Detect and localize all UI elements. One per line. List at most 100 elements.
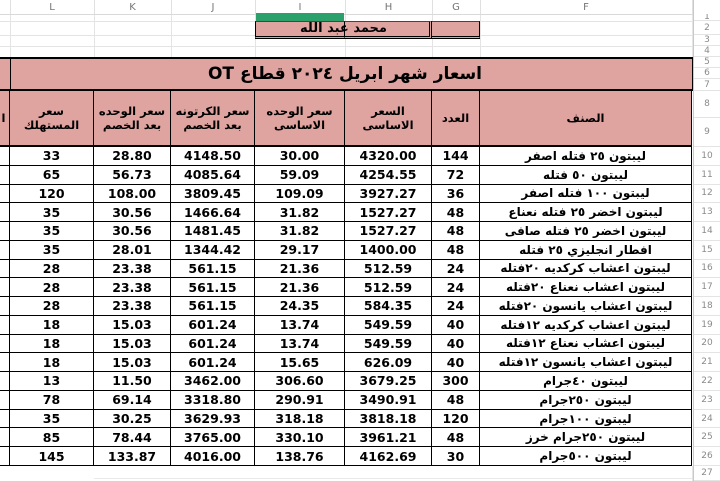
- cell-K19[interactable]: 15.03: [94, 315, 171, 335]
- cell-I17[interactable]: 21.36: [255, 278, 345, 298]
- cell-H23[interactable]: 3490.91: [345, 390, 432, 410]
- cell-L26[interactable]: 145: [10, 447, 94, 466]
- row-number-22[interactable]: 22: [694, 372, 720, 391]
- cell-I18[interactable]: 24.35: [255, 297, 345, 316]
- cell-K12[interactable]: 108.00: [94, 184, 171, 204]
- column-header-H[interactable]: H: [384, 1, 393, 13]
- cell-G15[interactable]: 48: [432, 240, 480, 260]
- cell-M24[interactable]: [0, 409, 10, 429]
- row-number-18[interactable]: 18: [694, 297, 720, 316]
- cell-F21[interactable]: ليبتون اعشاب يانسون ١٢فتله: [480, 353, 692, 373]
- row-number-5[interactable]: 5: [694, 57, 720, 68]
- cell-F17[interactable]: ليبتون اعشاب نعناع ٢٠فتله: [480, 278, 692, 298]
- cell-J16[interactable]: 561.15: [171, 259, 255, 279]
- cell-I22[interactable]: 306.60: [255, 372, 345, 391]
- row-number-4[interactable]: 4: [694, 46, 720, 57]
- header-base-unit-price[interactable]: سعر الوحده الاساسى: [255, 91, 345, 147]
- header-unit-price-after-discount[interactable]: سعر الوحده بعد الخصم: [94, 91, 171, 147]
- column-header-I[interactable]: I: [298, 1, 302, 13]
- cell-I13[interactable]: 31.82: [255, 203, 345, 223]
- cell-J10[interactable]: 4148.50: [171, 147, 255, 166]
- cell-F26[interactable]: ليبتون ٥٠٠جرام: [480, 447, 692, 466]
- cell-I25[interactable]: 330.10: [255, 428, 345, 448]
- cell-I10[interactable]: 30.00: [255, 147, 345, 166]
- cell-M25[interactable]: [0, 428, 10, 448]
- column-header-K[interactable]: K: [129, 1, 136, 13]
- cell-M14[interactable]: [0, 222, 10, 241]
- cell-F14[interactable]: ليبتون اخضر ٢٥ فتله صافى: [480, 222, 692, 241]
- column-header-G[interactable]: G: [452, 1, 460, 13]
- cell-J25[interactable]: 3765.00: [171, 428, 255, 448]
- header-consumer-price[interactable]: سعر المستهلك: [10, 91, 94, 147]
- cell-F25[interactable]: ليبتون ٢٥٠جرام خرز: [480, 428, 692, 448]
- cell-L17[interactable]: 28: [10, 278, 94, 298]
- cell-G13[interactable]: 48: [432, 203, 480, 223]
- cell-M15[interactable]: [0, 240, 10, 260]
- cell-M26[interactable]: [0, 447, 10, 466]
- cell-L11[interactable]: 65: [10, 165, 94, 185]
- row-number-11[interactable]: 11: [694, 166, 720, 185]
- cell-L24[interactable]: 35: [10, 409, 94, 429]
- cell-H16[interactable]: 512.59: [345, 259, 432, 279]
- cell-M13[interactable]: [0, 203, 10, 223]
- cell-I19[interactable]: 13.74: [255, 315, 345, 335]
- cell-I26[interactable]: 138.76: [255, 447, 345, 466]
- cell-G17[interactable]: 24: [432, 278, 480, 298]
- cell-H17[interactable]: 512.59: [345, 278, 432, 298]
- cell-K13[interactable]: 30.56: [94, 203, 171, 223]
- cell-J24[interactable]: 3629.93: [171, 409, 255, 429]
- cell-M21[interactable]: [0, 353, 10, 373]
- cell-J13[interactable]: 1466.64: [171, 203, 255, 223]
- cell-J22[interactable]: 3462.00: [171, 372, 255, 391]
- cell-G25[interactable]: 48: [432, 428, 480, 448]
- row-number-13[interactable]: 13: [694, 203, 720, 223]
- row-number-6[interactable]: 6: [694, 68, 720, 79]
- cell-K14[interactable]: 30.56: [94, 222, 171, 241]
- cell-G23[interactable]: 48: [432, 390, 480, 410]
- cell-J11[interactable]: 4085.64: [171, 165, 255, 185]
- cell-L14[interactable]: 35: [10, 222, 94, 241]
- cell-G14[interactable]: 48: [432, 222, 480, 241]
- cell-H21[interactable]: 626.09: [345, 353, 432, 373]
- header-clipped-column[interactable]: ا: [0, 91, 10, 147]
- cell-H20[interactable]: 549.59: [345, 334, 432, 354]
- cell-K15[interactable]: 28.01: [94, 240, 171, 260]
- row-number-24[interactable]: 24: [694, 410, 720, 429]
- cell-G11[interactable]: 72: [432, 165, 480, 185]
- cell-K18[interactable]: 23.38: [94, 297, 171, 316]
- cell-H22[interactable]: 3679.25: [345, 372, 432, 391]
- row-number-15[interactable]: 15: [694, 241, 720, 260]
- cell-J26[interactable]: 4016.00: [171, 447, 255, 466]
- header-base-price[interactable]: السعر الاساسى: [345, 91, 432, 147]
- cell-F16[interactable]: ليبتون اعشاب كركديه ٢٠فتله: [480, 259, 692, 279]
- cell-I2[interactable]: [255, 21, 345, 39]
- cell-H26[interactable]: 4162.69: [345, 447, 432, 466]
- cell-F18[interactable]: ليبتون اعشاب يانسون ٢٠فتله: [480, 297, 692, 316]
- cell-L12[interactable]: 120: [10, 184, 94, 204]
- cell-G12[interactable]: 36: [432, 184, 480, 204]
- cell-L18[interactable]: 28: [10, 297, 94, 316]
- cell-J20[interactable]: 601.24: [171, 334, 255, 354]
- cell-K20[interactable]: 15.03: [94, 334, 171, 354]
- cell-L20[interactable]: 18: [10, 334, 94, 354]
- row-number-25[interactable]: 25: [694, 428, 720, 448]
- cell-I16[interactable]: 21.36: [255, 259, 345, 279]
- cell-G26[interactable]: 30: [432, 447, 480, 466]
- cell-L13[interactable]: 35: [10, 203, 94, 223]
- cell-J21[interactable]: 601.24: [171, 353, 255, 373]
- cell-F23[interactable]: ليبتون ٢٥٠جرام: [480, 390, 692, 410]
- row-number-23[interactable]: 23: [694, 391, 720, 410]
- cell-L16[interactable]: 28: [10, 259, 94, 279]
- cell-G16[interactable]: 24: [432, 259, 480, 279]
- cell-I21[interactable]: 15.65: [255, 353, 345, 373]
- cell-F10[interactable]: ليبتون ٢٥ فتله اصفر: [480, 147, 692, 166]
- cell-I12[interactable]: 109.09: [255, 184, 345, 204]
- cell-J12[interactable]: 3809.45: [171, 184, 255, 204]
- cell-G10[interactable]: 144: [432, 147, 480, 166]
- row-number-2[interactable]: 2: [694, 21, 720, 35]
- cell-K21[interactable]: 15.03: [94, 353, 171, 373]
- cell-L21[interactable]: 18: [10, 353, 94, 373]
- row-number-16[interactable]: 16: [694, 260, 720, 279]
- row-number-9[interactable]: 9: [694, 118, 720, 147]
- cell-F20[interactable]: ليبتون اعشاب نعناع ١٢فتله: [480, 334, 692, 354]
